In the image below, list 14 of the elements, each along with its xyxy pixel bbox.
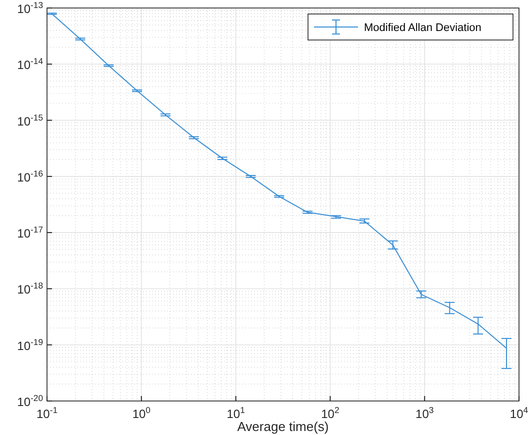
x-tick-label: 10$^{3}$	[416, 405, 434, 421]
x-axis-title: Average time(s)	[237, 419, 329, 434]
y-tick-label: 10$^{-19}$	[17, 336, 44, 353]
x-tick-label: 10$^{1}$	[226, 405, 246, 421]
x-tick-label: 10$^{4}$	[510, 405, 528, 421]
y-tick-label: 10$^{-15}$	[17, 112, 44, 128]
x-tick-label: 10$^{0}$	[132, 405, 151, 421]
legend-label: Modified Allan Deviation	[364, 22, 482, 34]
y-tick-label: 10$^{-14}$	[17, 56, 44, 72]
y-tick-label: 10$^{-16}$	[17, 168, 44, 184]
y-tick-label: 10$^{-18}$	[17, 280, 44, 297]
y-tick-label: 10$^{-17}$	[17, 224, 44, 241]
x-tick-label: 10$^{2}$	[321, 405, 340, 421]
y-tick-label: 10$^{-13}$	[17, 0, 44, 16]
